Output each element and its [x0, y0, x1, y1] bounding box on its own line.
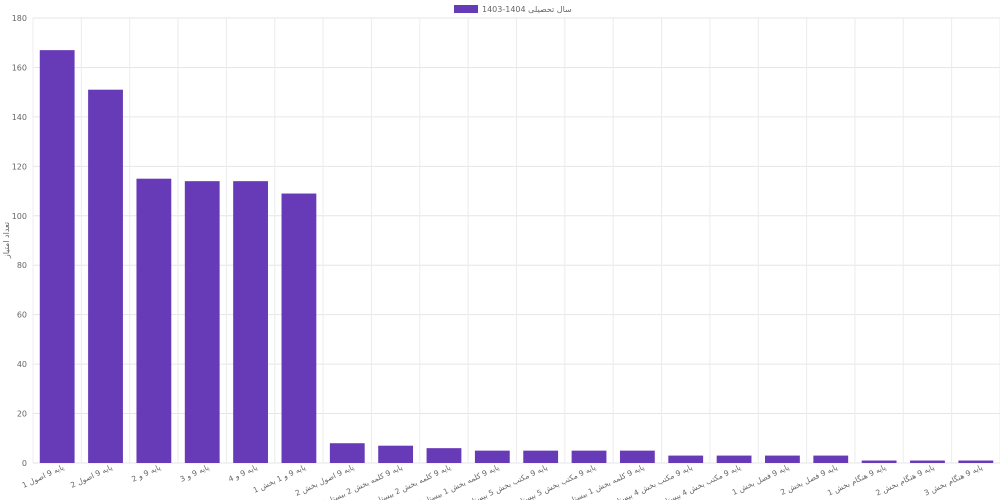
y-tick-label: 40 [17, 360, 27, 369]
bar[interactable] [378, 445, 414, 463]
y-tick-label: 160 [12, 63, 27, 72]
y-tick-label: 120 [12, 162, 27, 171]
y-tick-label: 100 [12, 212, 27, 221]
y-tick-label: 140 [12, 113, 27, 122]
x-tick-label: پایه 9 و 2 [130, 463, 162, 484]
bar[interactable] [619, 450, 655, 463]
x-tick-label: پایه 9 اصول 2 [69, 463, 114, 490]
bar[interactable] [88, 89, 123, 463]
y-tick-label: 20 [17, 410, 27, 419]
x-tick-label: پایه 9 و 4 [227, 463, 259, 484]
bar[interactable] [474, 450, 510, 463]
y-tick-label: 80 [17, 261, 27, 270]
grid [32, 17, 1000, 464]
bar[interactable] [716, 455, 752, 463]
bar[interactable] [958, 460, 994, 463]
bar[interactable] [426, 448, 462, 463]
legend[interactable]: سال تحصیلی 1404-1403 [454, 5, 572, 14]
bar[interactable] [910, 460, 945, 463]
y-axis-ticks: 0 20 40 60 80 100 120 140 160 180 [12, 14, 27, 468]
bar[interactable] [281, 193, 317, 463]
bar[interactable] [523, 450, 559, 463]
bar[interactable] [571, 450, 607, 463]
bar[interactable] [765, 455, 800, 463]
bar[interactable] [668, 455, 704, 463]
y-tick-label: 60 [17, 311, 27, 320]
x-tick-label: پایه 9 اصول 1 [21, 463, 66, 490]
bar[interactable] [813, 455, 849, 463]
x-tick-label: پایه 9 و 3 [179, 463, 211, 484]
legend-label: سال تحصیلی 1404-1403 [482, 5, 572, 14]
y-tick-label: 180 [12, 14, 27, 23]
bar[interactable] [39, 50, 75, 464]
bar[interactable] [136, 178, 172, 463]
y-tick-label: 0 [22, 459, 27, 468]
bars [39, 50, 994, 464]
bar[interactable] [233, 181, 268, 463]
bar[interactable] [329, 443, 365, 463]
bar[interactable] [184, 181, 220, 463]
legend-swatch [454, 5, 478, 13]
bar[interactable] [861, 460, 897, 463]
y-axis-label: تعداد امتیاز [2, 222, 11, 259]
